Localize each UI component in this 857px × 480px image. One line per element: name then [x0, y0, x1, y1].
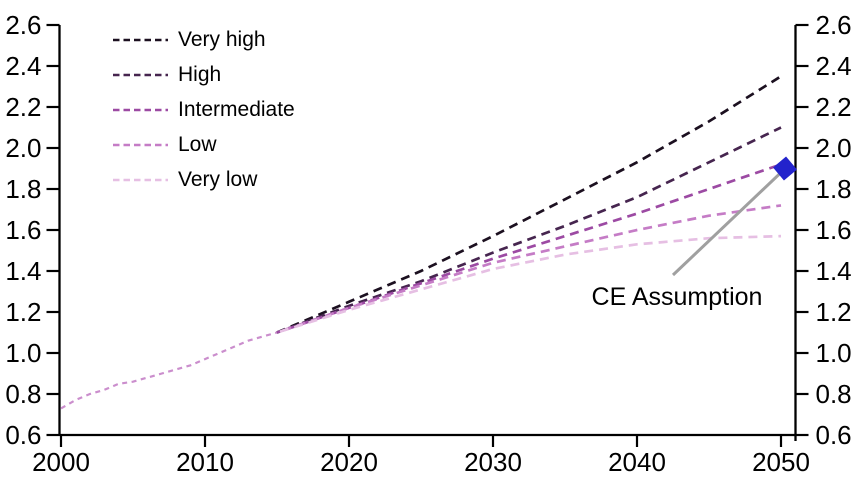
legend-item-intermediate: Intermediate [113, 92, 295, 127]
y-tick-label-right: 1.0 [816, 338, 852, 368]
x-tick-label: 2010 [176, 447, 234, 477]
legend-item-high: High [113, 57, 295, 92]
x-tick-label: 2030 [464, 447, 522, 477]
chart-legend: Very high High Intermediate Low Very low [113, 22, 295, 197]
series-line-history [60, 331, 278, 410]
legend-item-low: Low [113, 127, 295, 162]
y-tick-label-right: 1.4 [816, 256, 852, 286]
y-tick-label-right: 2.0 [816, 133, 852, 163]
y-tick-label-left: 0.6 [5, 420, 41, 450]
y-tick-label-left: 0.8 [5, 379, 41, 409]
y-tick-label-right: 1.6 [816, 215, 852, 245]
legend-label: High [178, 63, 222, 86]
legend-label: Intermediate [178, 98, 295, 121]
ce-assumption-diamond-marker [773, 156, 797, 181]
legend-item-very-low: Very low [113, 162, 295, 197]
series-line-high [276, 126, 782, 334]
y-tick-label-left: 1.8 [5, 174, 41, 204]
y-tick-label-right: 2.6 [816, 10, 852, 40]
x-tick-label: 2000 [32, 447, 90, 477]
annotation-ce-assumption-label: CE Assumption [591, 283, 763, 311]
legend-dash-swatch-icon [113, 108, 168, 111]
legend-dash-swatch-icon [113, 38, 168, 41]
annotation-leader-line [671, 171, 783, 277]
y-tick-label-right: 1.2 [816, 297, 852, 327]
legend-dash-swatch-icon [113, 143, 168, 146]
y-tick-label-left: 2.6 [5, 10, 41, 40]
series-line-very-low [276, 234, 782, 334]
x-tick-label: 2050 [752, 447, 810, 477]
y-tick-label-right: 0.8 [816, 379, 852, 409]
y-tick-label-right: 1.8 [816, 174, 852, 204]
y-tick-label-left: 1.2 [5, 297, 41, 327]
legend-label: Low [178, 133, 217, 156]
y-tick-label-left: 2.0 [5, 133, 41, 163]
legend-label: Very high [178, 28, 266, 51]
y-tick-label-left: 1.4 [5, 256, 41, 286]
series-line-low [276, 204, 782, 334]
y-tick-label-right: 2.4 [816, 51, 852, 81]
legend-dash-swatch-icon [113, 73, 168, 76]
x-tick-label: 2040 [608, 447, 666, 477]
y-tick-label-right: 0.6 [816, 420, 852, 450]
y-tick-label-right: 2.2 [816, 92, 852, 122]
legend-item-very-high: Very high [113, 22, 295, 57]
legend-label: Very low [178, 168, 258, 191]
y-tick-label-left: 2.2 [5, 92, 41, 122]
y-tick-label-left: 1.0 [5, 338, 41, 368]
y-tick-label-left: 1.6 [5, 215, 41, 245]
y-tick-label-left: 2.4 [5, 51, 41, 81]
series-line-very-high [276, 75, 782, 334]
x-tick-label: 2020 [320, 447, 378, 477]
legend-dash-swatch-icon [113, 178, 168, 181]
